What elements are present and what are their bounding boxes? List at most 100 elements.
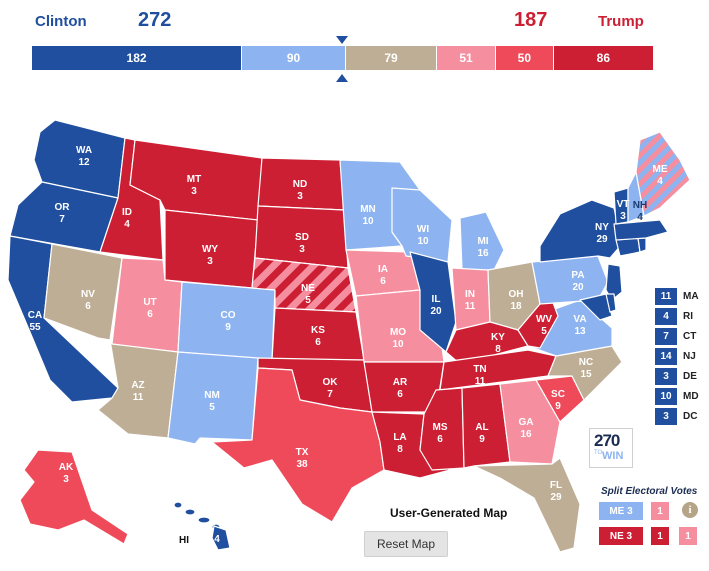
info-icon[interactable]: i bbox=[682, 502, 698, 518]
state-ev-WI: 10 bbox=[417, 236, 429, 247]
small-state-RI[interactable]: 4 RI bbox=[655, 308, 693, 325]
small-state-ev[interactable]: 7 bbox=[655, 328, 677, 345]
state-ev-AR: 6 bbox=[397, 389, 403, 400]
ne-split-district-2[interactable]: 1 bbox=[679, 527, 697, 545]
ne-split-district-1[interactable]: 1 bbox=[651, 527, 669, 545]
small-state-ev[interactable]: 14 bbox=[655, 348, 677, 365]
logo-number: 270 bbox=[594, 431, 620, 450]
state-label-CA: CA bbox=[28, 310, 42, 321]
state-label-ME: ME bbox=[653, 164, 668, 175]
state-RI[interactable] bbox=[637, 237, 647, 253]
state-DE[interactable] bbox=[605, 293, 617, 313]
small-state-abbr: DE bbox=[683, 371, 697, 382]
tally-segment-safe_rep: 86 bbox=[553, 46, 653, 70]
small-state-ev[interactable]: 4 bbox=[655, 308, 677, 325]
state-ev-WV: 5 bbox=[541, 326, 547, 337]
state-ev-NM: 5 bbox=[209, 402, 215, 413]
state-ev-HI: 4 bbox=[214, 534, 220, 545]
state-ev-LA: 8 bbox=[397, 444, 403, 455]
state-label-PA: PA bbox=[571, 270, 584, 281]
state-label-NM: NM bbox=[204, 390, 220, 401]
state-AL[interactable] bbox=[461, 383, 511, 469]
small-state-MD[interactable]: 10 MD bbox=[655, 388, 699, 405]
state-NV[interactable] bbox=[43, 243, 123, 341]
state-ev-ND: 3 bbox=[297, 191, 303, 202]
state-ev-NE: 5 bbox=[305, 295, 311, 306]
state-label-OK: OK bbox=[323, 377, 339, 388]
small-state-CT[interactable]: 7 CT bbox=[655, 328, 696, 345]
state-ev-WY: 3 bbox=[207, 256, 213, 267]
state-label-AL: AL bbox=[475, 422, 488, 433]
state-NY[interactable] bbox=[539, 199, 623, 263]
state-label-SC: SC bbox=[551, 389, 565, 400]
map-title: User-Generated Map bbox=[390, 506, 508, 520]
state-label-IL: IL bbox=[432, 294, 441, 305]
state-ev-MT: 3 bbox=[191, 186, 197, 197]
state-ev-MI: 16 bbox=[477, 248, 489, 259]
state-ev-CA: 55 bbox=[29, 322, 41, 333]
state-label-NV: NV bbox=[81, 289, 95, 300]
state-ev-GA: 16 bbox=[520, 429, 532, 440]
state-ev-NV: 6 bbox=[85, 301, 91, 312]
state-ev-IA: 6 bbox=[380, 276, 386, 287]
tally-segment-likely_rep: 50 bbox=[495, 46, 554, 70]
small-state-ev[interactable]: 11 bbox=[655, 288, 677, 305]
state-ev-NH: 4 bbox=[637, 212, 643, 223]
state-label-NC: NC bbox=[579, 357, 593, 368]
reset-map-button[interactable]: Reset Map bbox=[364, 531, 448, 557]
state-label-OR: OR bbox=[55, 202, 71, 213]
state-GA[interactable] bbox=[499, 379, 561, 465]
state-label-WV: WV bbox=[536, 314, 552, 325]
small-state-MA[interactable]: 11 MA bbox=[655, 288, 699, 305]
state-ev-OR: 7 bbox=[59, 214, 65, 225]
state-ev-AK: 3 bbox=[63, 474, 69, 485]
state-label-SD: SD bbox=[295, 232, 309, 243]
small-state-ev[interactable]: 3 bbox=[655, 408, 677, 425]
small-state-abbr: MA bbox=[683, 291, 699, 302]
state-FL[interactable] bbox=[473, 457, 581, 553]
state-ev-KY: 8 bbox=[495, 344, 501, 355]
me-split-district[interactable]: 1 bbox=[651, 502, 669, 520]
trump-total: 187 bbox=[514, 9, 548, 31]
state-MD[interactable] bbox=[579, 293, 613, 321]
state-ev-OK: 7 bbox=[327, 389, 333, 400]
state-label-MI: MI bbox=[477, 236, 488, 247]
state-label-MO: MO bbox=[390, 327, 406, 338]
small-state-DE[interactable]: 3 DE bbox=[655, 368, 697, 385]
state-ev-SD: 3 bbox=[299, 244, 305, 255]
state-MA[interactable] bbox=[613, 219, 669, 241]
state-ev-ID: 4 bbox=[124, 219, 130, 230]
small-state-ev[interactable]: 10 bbox=[655, 388, 677, 405]
state-NJ[interactable] bbox=[605, 263, 623, 301]
state-ME[interactable] bbox=[635, 131, 691, 217]
state-label-FL: FL bbox=[550, 480, 562, 491]
state-label-UT: UT bbox=[143, 297, 156, 308]
split-votes-title: Split Electoral Votes bbox=[601, 486, 698, 497]
small-state-DC[interactable]: 3 DC bbox=[655, 408, 697, 425]
270-marker-bottom-icon bbox=[336, 74, 348, 82]
270towin-logo: 270 TO WIN bbox=[589, 428, 633, 468]
state-label-OH: OH bbox=[509, 289, 524, 300]
state-ev-MS: 6 bbox=[437, 434, 443, 445]
ne-split-label[interactable]: NE 3 bbox=[599, 527, 643, 545]
me-split-label[interactable]: ME 3 bbox=[599, 502, 643, 520]
state-label-IA: IA bbox=[378, 264, 388, 275]
state-HI[interactable] bbox=[173, 501, 231, 551]
state-label-LA: LA bbox=[393, 432, 406, 443]
small-state-ev[interactable]: 3 bbox=[655, 368, 677, 385]
state-AK[interactable] bbox=[19, 449, 129, 545]
state-ev-OH: 18 bbox=[510, 301, 522, 312]
clinton-total: 272 bbox=[138, 9, 172, 31]
small-state-NJ[interactable]: 14 NJ bbox=[655, 348, 696, 365]
state-ev-TX: 38 bbox=[296, 459, 308, 470]
state-TX[interactable] bbox=[211, 367, 385, 523]
state-CO[interactable] bbox=[177, 281, 276, 361]
state-CT[interactable] bbox=[615, 237, 641, 257]
state-label-NE: NE bbox=[301, 283, 315, 294]
state-MI[interactable] bbox=[459, 211, 505, 271]
state-ev-IL: 20 bbox=[430, 306, 442, 317]
state-label-CO: CO bbox=[221, 310, 236, 321]
clinton-label: Clinton bbox=[35, 13, 87, 30]
state-ev-PA: 20 bbox=[572, 282, 584, 293]
state-label-IN: IN bbox=[465, 289, 475, 300]
